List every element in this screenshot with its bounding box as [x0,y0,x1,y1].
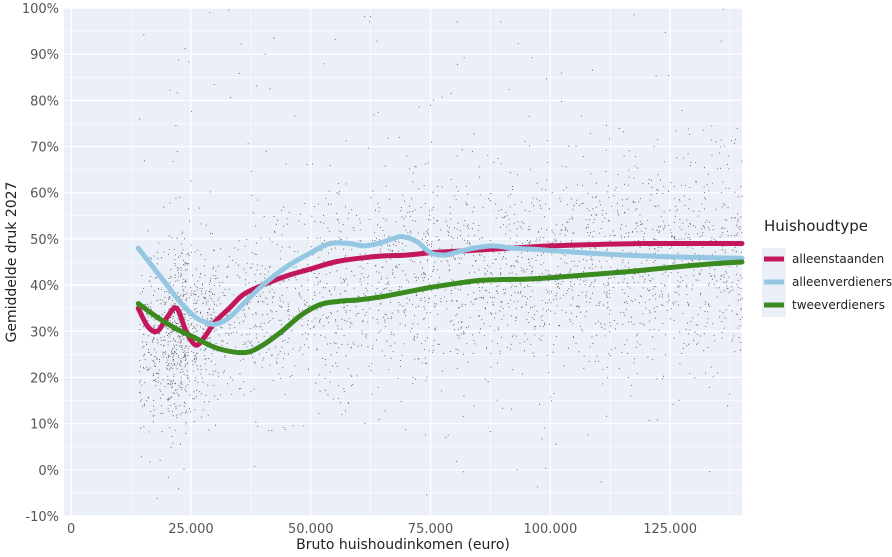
x-tick-label: 25.000 [168,522,214,537]
legend-label-tweeverdieners: tweeverdieners [792,298,885,312]
x-tick-label: 100.000 [523,522,577,537]
x-axis-title: Bruto huishoudinkomen (euro) [296,537,510,553]
y-tick-label: 90% [30,48,59,63]
legend: Huishoudtype alleenstaanden alleenverdien… [762,217,892,317]
smoothed-lines [135,234,745,356]
legend-label-alleenstaanden: alleenstaanden [792,252,884,266]
y-tick-label: 10% [30,418,59,433]
series-line-tweeverdieners [135,259,745,356]
y-tick-label: 70% [30,141,59,156]
y-tick-label: 20% [30,371,59,386]
scatter-points [138,9,743,499]
legend-title: Huishoudtype [764,217,868,235]
y-axis-title: Gemiddelde druk 2027 [4,182,20,343]
y-tick-label: 40% [30,279,59,294]
y-tick-label: 60% [30,187,59,202]
y-tick-label: 80% [30,94,59,109]
y-tick-label: -10% [25,510,59,525]
x-tick-label: 0 [67,522,75,537]
y-tick-label: 100% [22,2,59,17]
y-tick-label: 50% [30,233,59,248]
scatter-dots [138,9,743,499]
legend-label-alleenverdieners: alleenverdieners [792,275,892,289]
y-axis-ticks: -10% 0% 10% 20% 30% 40% 50% 60% 70% 80% 90% 100% [22,2,59,525]
x-tick-label: 50.000 [288,522,334,537]
y-tick-label: 30% [30,325,59,340]
series-line-alleenstaanden [135,240,745,348]
y-tick-label: 0% [38,464,59,479]
series-line-alleenverdieners [135,234,745,328]
x-tick-label: 125.000 [643,522,697,537]
x-axis-ticks: 0 25.000 50.000 75.000 100.000 125.000 [67,522,697,537]
x-tick-label: 75.000 [408,522,454,537]
